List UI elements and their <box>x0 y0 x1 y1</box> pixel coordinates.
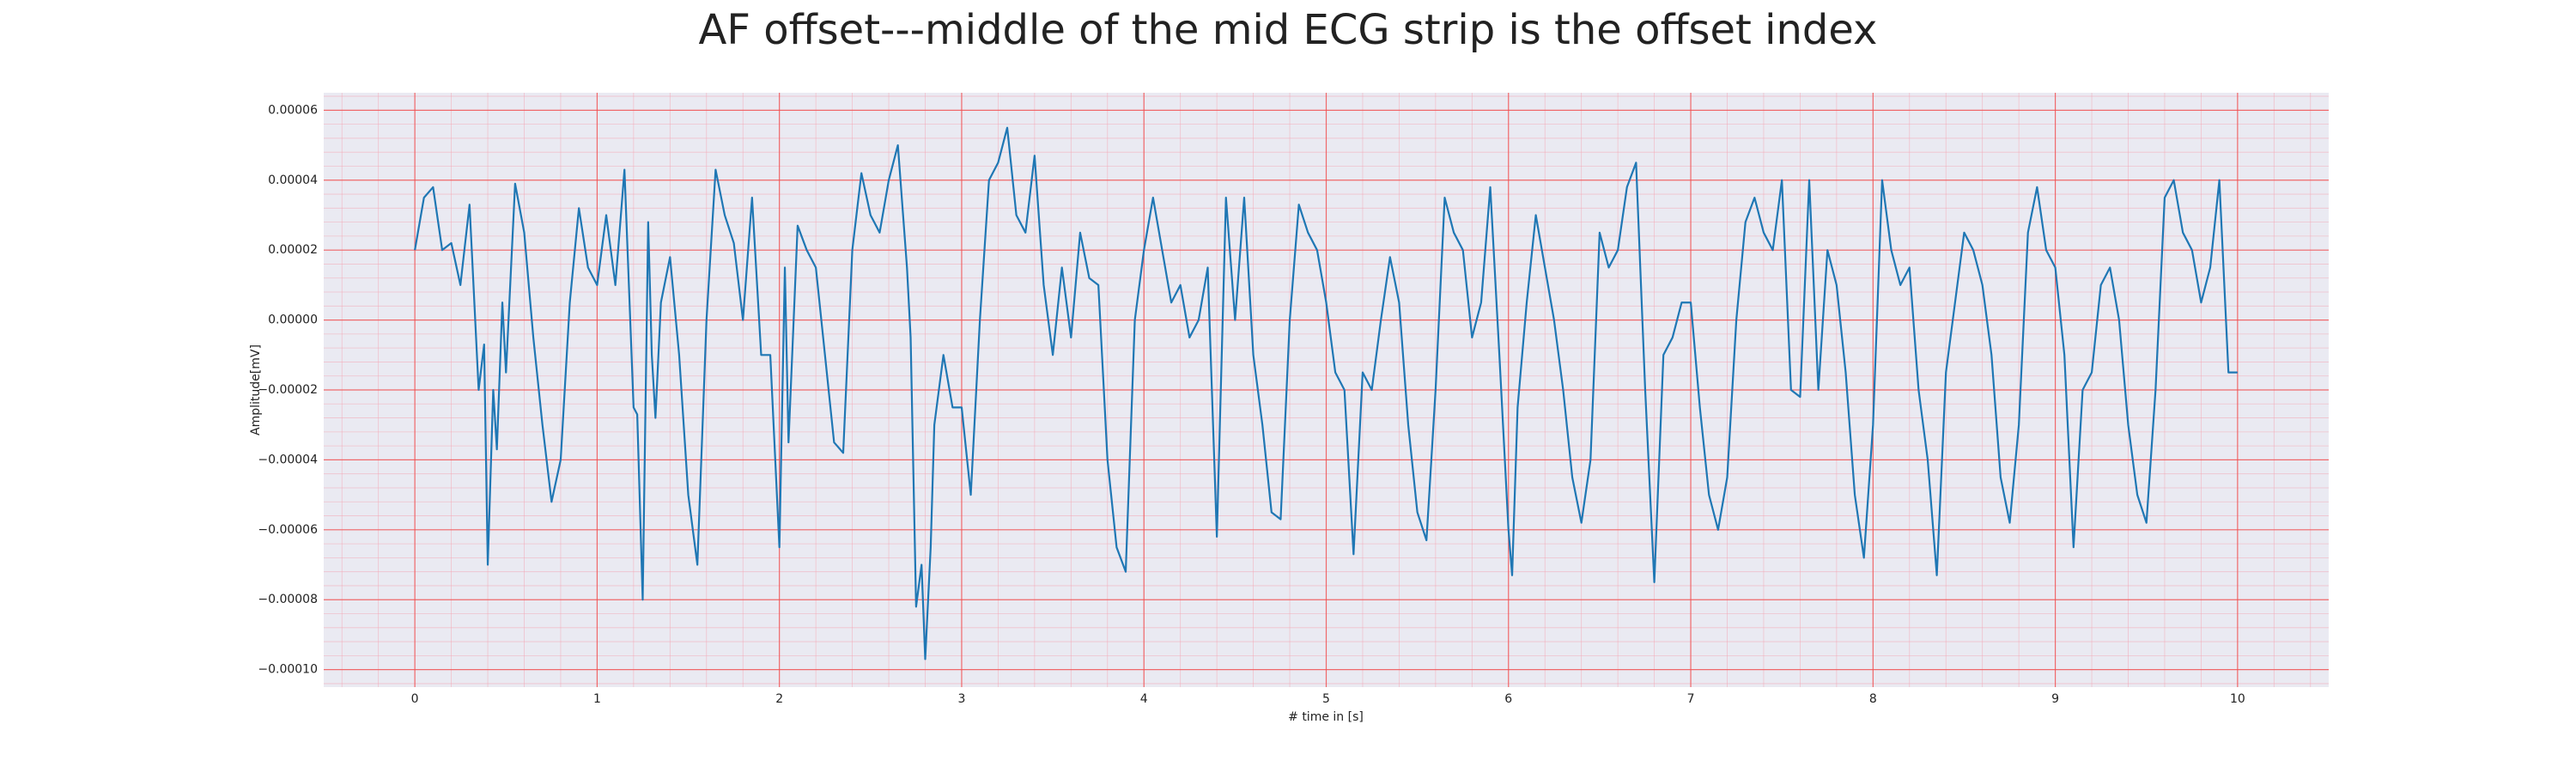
y-tick-label: 0.00006 <box>268 103 318 117</box>
x-tick-label: 10 <box>2230 692 2245 706</box>
y-tick-label: −0.00008 <box>258 593 318 606</box>
x-tick-label: 5 <box>1322 692 1330 706</box>
y-tick-label: −0.00010 <box>258 663 318 677</box>
x-tick-label: 4 <box>1140 692 1148 706</box>
x-tick-label: 2 <box>775 692 783 706</box>
x-tick-label: 6 <box>1504 692 1512 706</box>
y-tick-label: −0.00006 <box>258 523 318 537</box>
x-tick-label: 8 <box>1869 692 1877 706</box>
chart-title: AF offset---middle of the mid ECG strip … <box>699 6 1878 54</box>
y-tick-label: 0.00004 <box>268 173 318 187</box>
x-tick-label: 0 <box>411 692 419 706</box>
x-tick-label: 1 <box>593 692 601 706</box>
ecg-line <box>414 126 2238 660</box>
y-tick-label: −0.00002 <box>258 383 318 397</box>
x-tick-label: 3 <box>957 692 965 706</box>
x-tick-label: 9 <box>2051 692 2059 706</box>
x-axis-label: # time in [s] <box>1288 710 1364 724</box>
y-tick-label: −0.00004 <box>258 453 318 466</box>
x-tick-label: 7 <box>1687 692 1695 706</box>
y-axis-label: Amplitude[mV] <box>249 344 263 435</box>
y-tick-label: 0.00002 <box>268 243 318 257</box>
y-tick-label: 0.00000 <box>268 313 318 327</box>
